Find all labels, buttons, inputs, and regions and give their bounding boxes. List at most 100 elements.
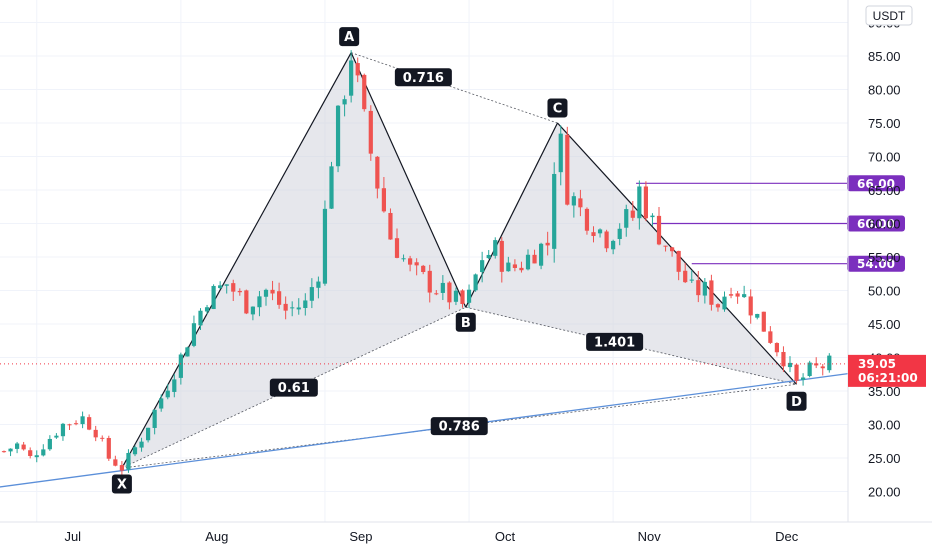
candle-body (408, 258, 413, 265)
candle (250, 306, 255, 321)
ratio-label: 0.786 (430, 417, 488, 436)
candle (335, 105, 341, 173)
candle (368, 105, 373, 161)
ratio-label-bg (430, 417, 488, 436)
time-axis[interactable]: Jul Aug Sep Oct Nov Dec (64, 529, 798, 544)
price-axis[interactable]: 90.0085.0080.0075.0070.0065.0060.0055.00… (868, 16, 901, 500)
triangle-bcd[interactable] (465, 123, 797, 385)
candle-body (100, 437, 105, 439)
candle-body (440, 282, 445, 293)
ratio-labels: 0.716 0.61 1.401 0.786 (269, 68, 644, 436)
candle (165, 384, 170, 400)
candle-body (735, 293, 740, 297)
candle (80, 411, 85, 429)
candle (211, 284, 216, 310)
candle (172, 373, 177, 398)
candle (414, 258, 419, 276)
candle-body (250, 306, 255, 315)
target-label-bg (847, 255, 905, 272)
candle-body (178, 354, 183, 378)
candle (34, 450, 39, 463)
candle (532, 249, 537, 264)
trendline-line[interactable] (0, 370, 869, 488)
trendline[interactable] (0, 370, 869, 488)
target-lines[interactable]: 66.00 60.00 54.00 (636, 175, 905, 272)
candle (427, 264, 432, 303)
candle (178, 352, 183, 385)
candle-body (244, 290, 249, 314)
candle-body (643, 186, 648, 219)
candle (146, 427, 151, 443)
diag-ac[interactable] (351, 52, 558, 124)
candle (296, 298, 301, 315)
candle (440, 275, 445, 301)
target-label-text: 60.00 (857, 217, 895, 231)
candle (28, 447, 33, 459)
candle-body (506, 262, 511, 272)
candle-body (696, 280, 701, 296)
target-label-text: 54.00 (857, 257, 895, 271)
candle (132, 445, 138, 457)
candle-body (578, 198, 583, 208)
candle-body (34, 455, 39, 458)
ratio-label-text: 1.401 (594, 335, 635, 350)
candle (185, 346, 190, 357)
candle (41, 444, 46, 457)
point-label-bg (547, 98, 568, 118)
candle (67, 423, 72, 431)
candle-body (277, 291, 282, 305)
candle-body (768, 331, 773, 343)
candle (755, 313, 760, 320)
leg-ab[interactable] (350, 52, 467, 308)
candle (303, 293, 308, 316)
candle (571, 192, 576, 218)
candle (696, 271, 701, 303)
candle-body (637, 186, 642, 219)
ratio-label-bg (586, 332, 644, 351)
candle (447, 281, 452, 310)
price-label-bg (848, 354, 926, 387)
candle (702, 278, 707, 304)
candle-body (656, 215, 662, 245)
candle-body (447, 282, 452, 303)
candle (656, 206, 662, 246)
leg-bc[interactable] (465, 122, 559, 308)
target-label: 60.00 (847, 215, 905, 232)
candle (643, 181, 648, 222)
candle (722, 291, 727, 312)
point-label-text: C (553, 102, 563, 117)
target-label-text: 66.00 (857, 177, 895, 191)
diag-xd[interactable] (121, 383, 797, 469)
candle-body (630, 210, 635, 218)
candle-body (290, 307, 295, 309)
candle-body (218, 285, 223, 289)
candle (1, 450, 7, 453)
candle (421, 264, 426, 275)
candle-body (539, 243, 544, 266)
price-tick-label: 75.00 (868, 116, 901, 131)
currency-badge[interactable]: USDT (865, 5, 913, 26)
candle (768, 326, 773, 344)
candle-body (617, 228, 622, 240)
candle-body (787, 362, 793, 368)
candle-body (139, 441, 144, 448)
candle-body (565, 134, 570, 205)
candle (15, 441, 20, 454)
candle (624, 204, 629, 237)
triangle-xab[interactable] (121, 52, 466, 469)
candle (742, 285, 747, 299)
candle-body (316, 281, 321, 288)
ratio-label: 0.716 (394, 68, 452, 87)
candle (466, 284, 472, 308)
candle (355, 57, 360, 83)
candle-body (165, 390, 170, 398)
harmonic-pattern[interactable] (121, 52, 797, 469)
candle-body (460, 290, 465, 304)
candle-body (87, 417, 92, 430)
candle (8, 448, 13, 457)
candle (224, 284, 229, 294)
candle (637, 180, 642, 230)
candle-body (611, 240, 616, 250)
price-tick-label: 35.00 (868, 384, 901, 399)
time-tick-label: Dec (775, 529, 799, 544)
